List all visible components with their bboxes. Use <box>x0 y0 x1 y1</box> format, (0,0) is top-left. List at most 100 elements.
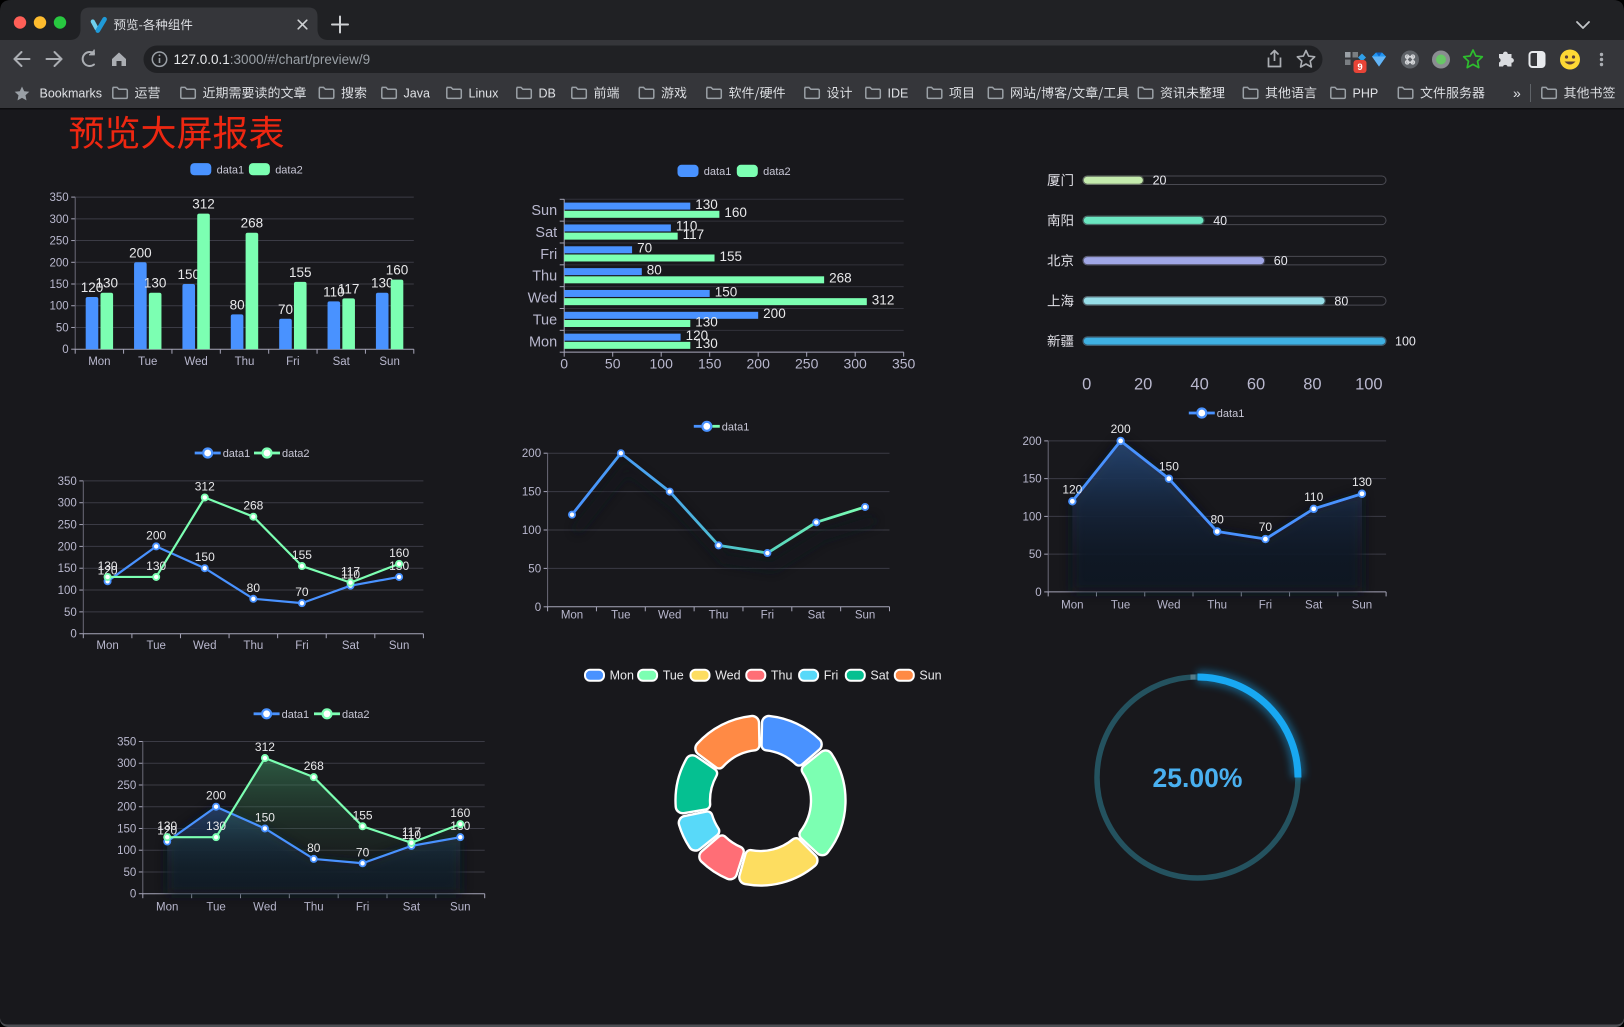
svg-text:Sun: Sun <box>389 640 409 652</box>
svg-text:50: 50 <box>124 867 137 879</box>
svg-text:25.00%: 25.00% <box>1153 763 1243 793</box>
svg-text:150: 150 <box>58 563 77 575</box>
svg-text:Mon: Mon <box>610 669 634 683</box>
svg-text:50: 50 <box>64 607 77 619</box>
svg-text:130: 130 <box>96 276 119 291</box>
svg-text:200: 200 <box>206 789 226 803</box>
svg-text:80: 80 <box>647 262 662 277</box>
svg-text:150: 150 <box>715 284 738 299</box>
svg-text:Sat: Sat <box>1305 600 1323 612</box>
svg-text::3000/#/chart/preview/9: :3000/#/chart/preview/9 <box>230 52 370 67</box>
svg-text:data2: data2 <box>342 709 370 721</box>
svg-text:data1: data1 <box>217 164 245 176</box>
svg-text:117: 117 <box>341 565 360 579</box>
svg-text:20: 20 <box>1134 376 1152 394</box>
svg-text:120: 120 <box>1062 482 1082 496</box>
svg-text:200: 200 <box>522 448 541 460</box>
svg-text:155: 155 <box>292 548 312 562</box>
svg-text:150: 150 <box>177 267 200 282</box>
svg-text:160: 160 <box>389 546 409 560</box>
svg-text:20: 20 <box>1153 174 1167 188</box>
svg-text:300: 300 <box>843 356 867 372</box>
svg-text:0: 0 <box>560 356 568 372</box>
svg-text:117: 117 <box>338 281 360 296</box>
svg-text:Wed: Wed <box>253 902 276 914</box>
svg-text:Mon: Mon <box>1061 600 1083 612</box>
svg-text:9: 9 <box>1357 62 1362 73</box>
svg-text:100: 100 <box>650 356 674 372</box>
svg-text:Mon: Mon <box>96 640 118 652</box>
svg-text:Sat: Sat <box>333 356 351 368</box>
svg-text:160: 160 <box>450 806 470 820</box>
svg-text:150: 150 <box>195 550 215 564</box>
svg-text:Sun: Sun <box>379 356 399 368</box>
svg-text:Wed: Wed <box>658 610 681 622</box>
svg-text:Mon: Mon <box>156 902 178 914</box>
svg-text:150: 150 <box>698 356 722 372</box>
svg-text:Java: Java <box>404 87 430 101</box>
svg-text:200: 200 <box>58 541 77 553</box>
svg-text:130: 130 <box>695 336 718 351</box>
svg-text:80: 80 <box>247 581 261 595</box>
svg-text:data2: data2 <box>763 166 791 178</box>
svg-text:100: 100 <box>522 525 541 537</box>
svg-text:200: 200 <box>146 528 166 542</box>
svg-text:130: 130 <box>206 819 226 833</box>
svg-text:130: 130 <box>157 819 177 833</box>
svg-text:Sun: Sun <box>531 203 557 219</box>
svg-text:268: 268 <box>304 759 324 773</box>
svg-text:268: 268 <box>829 271 852 286</box>
svg-text:120: 120 <box>157 824 177 838</box>
svg-text:Sun: Sun <box>450 902 470 914</box>
svg-text:100: 100 <box>1395 334 1416 348</box>
svg-text:50: 50 <box>1029 549 1042 561</box>
svg-text:0: 0 <box>1035 587 1041 599</box>
svg-text:70: 70 <box>356 845 370 859</box>
svg-text:data1: data1 <box>704 166 732 178</box>
svg-text:50: 50 <box>605 356 621 372</box>
svg-text:Fri: Fri <box>1259 600 1272 612</box>
svg-text:50: 50 <box>528 563 541 575</box>
svg-text:Sat: Sat <box>870 669 889 683</box>
svg-text:Sun: Sun <box>1352 600 1372 612</box>
svg-text:DB: DB <box>539 87 556 101</box>
svg-text:Sun: Sun <box>855 610 875 622</box>
svg-text:250: 250 <box>50 236 69 248</box>
svg-text:250: 250 <box>117 780 136 792</box>
svg-text:PHP: PHP <box>1353 87 1379 101</box>
svg-text:0: 0 <box>130 889 136 901</box>
svg-text:250: 250 <box>795 356 819 372</box>
svg-text:250: 250 <box>58 520 77 532</box>
svg-text:Tue: Tue <box>138 356 157 368</box>
svg-text:Fri: Fri <box>295 640 308 652</box>
svg-text:155: 155 <box>289 265 312 280</box>
svg-text:100: 100 <box>58 585 77 597</box>
svg-text:160: 160 <box>386 263 409 278</box>
svg-text:100: 100 <box>1355 376 1383 394</box>
svg-text:120: 120 <box>686 328 709 343</box>
svg-text:Tue: Tue <box>146 640 165 652</box>
svg-text:Tue: Tue <box>663 669 684 683</box>
svg-text:200: 200 <box>129 245 152 260</box>
svg-text:312: 312 <box>872 292 895 307</box>
svg-text:Wed: Wed <box>715 669 741 683</box>
svg-text:70: 70 <box>278 302 293 317</box>
svg-text:70: 70 <box>295 585 309 599</box>
svg-text:Thu: Thu <box>532 269 557 285</box>
svg-text:Thu: Thu <box>709 610 729 622</box>
svg-text:350: 350 <box>117 737 136 749</box>
svg-text:100: 100 <box>117 845 136 857</box>
svg-text:130: 130 <box>371 276 394 291</box>
svg-text:150: 150 <box>1023 474 1042 486</box>
svg-text:Fri: Fri <box>824 669 839 683</box>
svg-text:268: 268 <box>243 499 263 513</box>
svg-text:60: 60 <box>1274 254 1288 268</box>
svg-text:130: 130 <box>144 276 167 291</box>
svg-text:data2: data2 <box>275 164 303 176</box>
svg-text:70: 70 <box>1259 520 1273 534</box>
svg-text:80: 80 <box>1334 294 1348 308</box>
svg-text:110: 110 <box>341 568 360 582</box>
svg-text:Thu: Thu <box>304 902 324 914</box>
svg-text:40: 40 <box>1190 376 1208 394</box>
svg-text:Thu: Thu <box>243 640 263 652</box>
